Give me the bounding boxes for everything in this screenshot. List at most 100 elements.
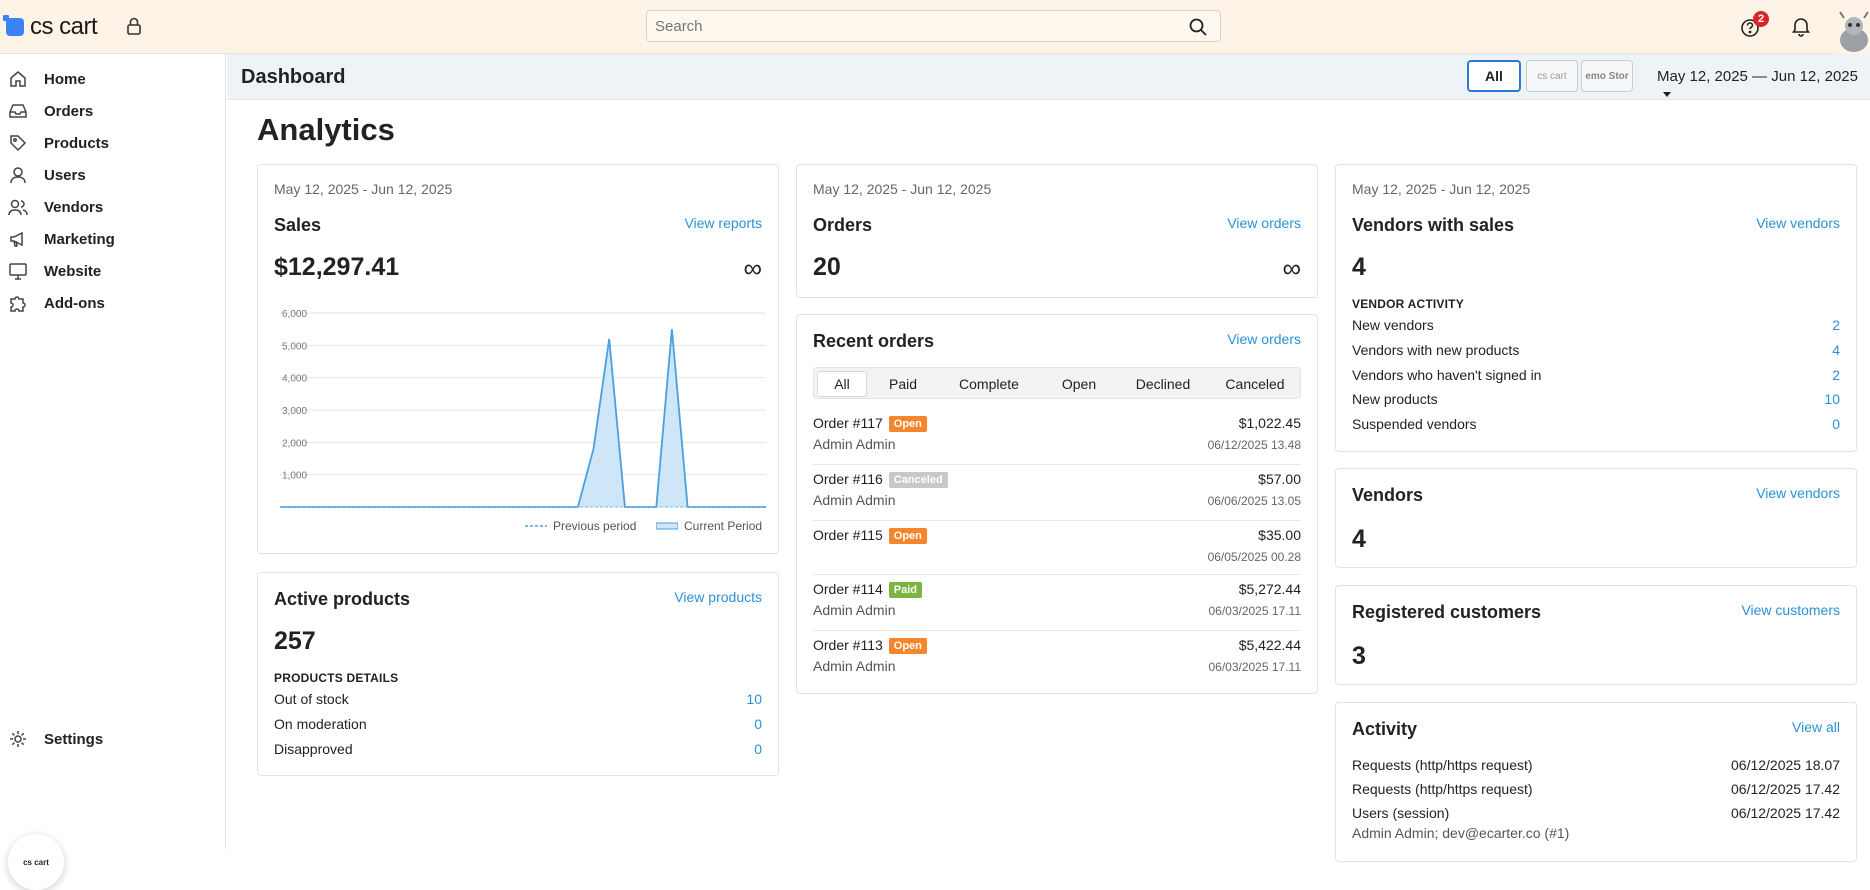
sidebar-item-products[interactable]: Products — [0, 128, 226, 158]
row-value-link[interactable]: 10 — [746, 691, 762, 707]
vendor-activity-row: New products 10 — [1352, 391, 1840, 413]
order-customer: Admin Admin — [813, 492, 896, 508]
order-number: Order #113 — [813, 637, 883, 653]
view-customers-link[interactable]: View customers — [1741, 602, 1840, 618]
order-customer: Admin Admin — [813, 436, 896, 452]
cs-cart-logo[interactable]: cs cart — [3, 13, 98, 41]
legend-current-label: Current Period — [684, 519, 763, 533]
sidebar-item-website[interactable]: Website — [0, 256, 226, 286]
view-all-link[interactable]: View all — [1792, 719, 1840, 735]
sales-card: May 12, 2025 - Jun 12, 2025 Sales View r… — [257, 164, 779, 554]
row-value-link[interactable]: 0 — [754, 741, 762, 757]
sidebar-item-label: Users — [44, 166, 86, 184]
activity-card: Activity View all Requests (http/https r… — [1335, 702, 1857, 862]
row-value-link[interactable]: 0 — [754, 716, 762, 732]
view-vendors-link[interactable]: View vendors — [1756, 485, 1840, 501]
bell-icon[interactable] — [1790, 15, 1812, 37]
legend-swatch-current — [656, 522, 678, 530]
search-box — [646, 10, 1221, 42]
vendors-sales-date: May 12, 2025 - Jun 12, 2025 — [1352, 181, 1531, 197]
sidebar-item-settings[interactable]: Settings — [0, 724, 226, 754]
main-content: Analytics May 12, 2025 - Jun 12, 2025 Sa… — [227, 100, 1870, 862]
y-tick-label: 6,000 — [282, 309, 307, 320]
tag-icon — [10, 135, 27, 152]
order-row[interactable]: Order #116 Canceled Admin Admin $57.00 06… — [813, 465, 1301, 521]
order-amount: $57.00 — [1258, 471, 1301, 487]
y-tick-label: 2,000 — [282, 438, 307, 449]
sales-value: $12,297.41 — [274, 253, 400, 281]
order-number: Order #115 — [813, 527, 883, 543]
monitor-icon — [9, 263, 27, 280]
lock-icon[interactable] — [124, 16, 144, 36]
y-tick-label: 3,000 — [282, 406, 307, 417]
tab-declined[interactable]: Declined — [1135, 376, 1191, 392]
active-products-value: 257 — [274, 627, 316, 655]
sidebar-item-orders[interactable]: Orders — [0, 96, 226, 126]
sidebar-item-home[interactable]: Home — [0, 64, 226, 94]
avatar[interactable] — [1834, 10, 1870, 54]
recent-orders-card: Recent orders View orders All Paid Compl… — [796, 314, 1318, 694]
sidebar-item-marketing[interactable]: Marketing — [0, 224, 226, 254]
current-period-line — [280, 329, 766, 508]
row-value-link[interactable]: 2 — [1832, 317, 1840, 333]
order-row[interactable]: Order #115 Open $35.00 06/05/2025 00.28 — [813, 521, 1301, 575]
row-value-link[interactable]: 10 — [1824, 391, 1840, 407]
user-icon — [10, 167, 26, 184]
cs-cart-mini-button[interactable]: cs cart — [8, 834, 64, 890]
sidebar-item-users[interactable]: Users — [0, 160, 226, 190]
legend-swatch-previous — [525, 525, 547, 527]
orders-title: Orders — [813, 215, 873, 235]
tab-open[interactable]: Open — [1061, 376, 1097, 392]
row-label: Vendors who haven't signed in — [1352, 367, 1542, 383]
tab-all[interactable]: All — [817, 371, 867, 397]
row-timestamp: 06/12/2025 17.42 — [1731, 781, 1840, 797]
puzzle-icon — [10, 296, 26, 312]
order-date: 06/05/2025 00.28 — [1207, 550, 1301, 564]
view-products-link[interactable]: View products — [674, 589, 762, 605]
date-range-picker[interactable]: May 12, 2025 — Jun 12, 2025 — [1657, 68, 1870, 102]
store-filter-demo-store[interactable]: emo Stor — [1581, 60, 1633, 92]
vendor-activity-heading: VENDOR ACTIVITY — [1352, 297, 1464, 311]
sidebar-item-label: Marketing — [44, 230, 115, 248]
order-date: 06/03/2025 17.11 — [1208, 660, 1301, 674]
row-value-link[interactable]: 0 — [1832, 416, 1840, 432]
order-amount: $35.00 — [1258, 527, 1301, 543]
sidebar-item-add-ons[interactable]: Add-ons — [0, 288, 226, 318]
view-vendors-link[interactable]: View vendors — [1756, 215, 1840, 231]
tab-complete[interactable]: Complete — [959, 376, 1019, 392]
row-value-link[interactable]: 2 — [1832, 367, 1840, 383]
search-icon[interactable] — [1188, 17, 1208, 37]
row-label: New vendors — [1352, 317, 1434, 333]
activity-row: Requests (http/https request) 06/12/2025 … — [1352, 757, 1840, 779]
order-date: 06/03/2025 17.11 — [1208, 604, 1301, 618]
help-icon[interactable] — [1739, 15, 1763, 39]
sales-title: Sales — [274, 215, 322, 235]
view-orders-link[interactable]: View orders — [1227, 215, 1301, 231]
sidebar-item-label: Settings — [44, 730, 104, 748]
activity-row: Users (session) 06/12/2025 17.42 — [1352, 805, 1840, 827]
status-badge: Open — [888, 416, 927, 432]
tab-canceled[interactable]: Canceled — [1225, 376, 1285, 392]
order-number: Order #117 — [813, 415, 883, 431]
view-reports-link[interactable]: View reports — [684, 215, 762, 231]
date-range-label: May 12, 2025 — Jun 12, 2025 — [1657, 68, 1858, 85]
sidebar-item-vendors[interactable]: Vendors — [0, 192, 226, 222]
tab-paid[interactable]: Paid — [888, 376, 918, 392]
registered-customers-value: 3 — [1352, 642, 1366, 670]
order-id: Order #113 Open — [813, 637, 927, 654]
order-date: 06/06/2025 13.05 — [1207, 494, 1301, 508]
order-status-tabs: All Paid Complete Open Declined Canceled — [813, 367, 1301, 399]
legend-previous-period: Previous period — [525, 519, 636, 533]
registered-customers-title: Registered customers — [1352, 602, 1542, 622]
order-row[interactable]: Order #117 Open Admin Admin $1,022.45 06/… — [813, 409, 1301, 465]
search-input[interactable] — [647, 11, 1167, 41]
order-row[interactable]: Order #113 Open Admin Admin $5,422.44 06/… — [813, 631, 1301, 687]
view-orders-link[interactable]: View orders — [1227, 331, 1301, 347]
order-amount: $5,272.44 — [1238, 581, 1301, 597]
store-filter-cs-cart[interactable]: cs cart — [1526, 60, 1578, 92]
row-value-link[interactable]: 4 — [1832, 342, 1840, 358]
order-row[interactable]: Order #114 Paid Admin Admin $5,272.44 06/… — [813, 575, 1301, 631]
store-filter-all[interactable]: All — [1467, 60, 1521, 92]
orders-card: May 12, 2025 - Jun 12, 2025 Orders View … — [796, 164, 1318, 298]
order-id: Order #117 Open — [813, 415, 927, 432]
